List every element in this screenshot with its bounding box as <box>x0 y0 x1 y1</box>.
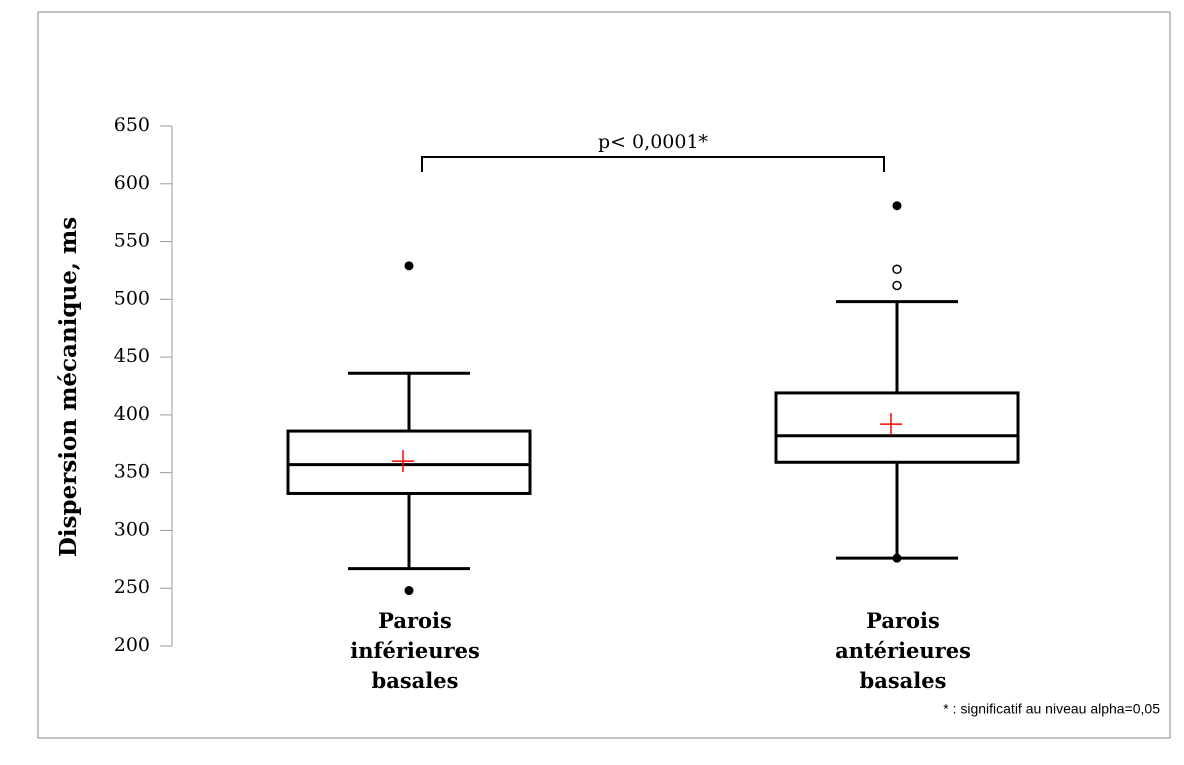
y-tick-label: 200 <box>114 634 150 656</box>
x-tick-label: Parois inférieures basales <box>350 608 480 693</box>
y-axis-label: Dispersion mécanique, ms <box>55 217 82 557</box>
outlier <box>892 264 902 275</box>
mean-marker <box>392 450 414 473</box>
chart-frame <box>37 11 1171 739</box>
box <box>286 429 532 495</box>
y-tick-label: 500 <box>114 287 150 309</box>
y-tick-label: 400 <box>114 403 150 425</box>
y-tick-label: 650 <box>114 114 150 136</box>
box <box>774 391 1020 464</box>
significance-bracket <box>421 156 885 172</box>
min-max-point <box>404 261 414 271</box>
min-max-point <box>404 586 414 596</box>
footnote: * : significatif au niveau alpha=0,05 <box>943 701 1160 717</box>
y-tick-label: 600 <box>114 172 150 194</box>
x-tick-label: Parois antérieures basales <box>835 608 971 693</box>
y-tick-label: 550 <box>114 230 150 252</box>
y-tick-label: 250 <box>114 576 150 598</box>
y-tick-label: 350 <box>114 461 150 483</box>
annotation: p< 0,0001* <box>598 131 709 153</box>
min-max-point <box>892 201 902 211</box>
y-tick-label: 450 <box>114 345 150 367</box>
mean-marker <box>880 413 902 436</box>
y-tick-label: 300 <box>114 518 150 540</box>
min-max-point <box>892 553 902 563</box>
outlier <box>892 280 902 291</box>
